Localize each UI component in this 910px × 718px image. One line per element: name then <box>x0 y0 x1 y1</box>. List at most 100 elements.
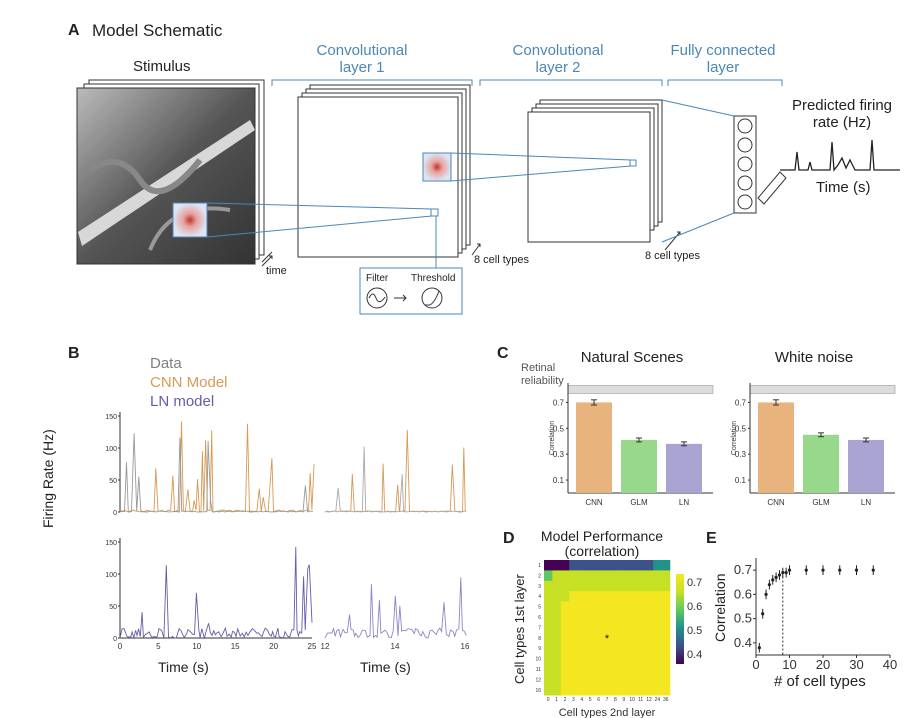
correlation-bar-charts: Natural Scenes 0.7 0.5 0.3 0.1 Correlation CNN… <box>549 349 896 507</box>
row-label: 12 <box>535 677 541 683</box>
colorbar-tick: 0.5 <box>687 625 702 637</box>
heatmap-cell <box>560 560 570 571</box>
heatmap-cell <box>552 612 562 623</box>
x-tick-label: CNN <box>767 498 785 507</box>
heatmap-cell <box>560 653 570 665</box>
heatmap-cell <box>661 612 671 623</box>
x-tick-label: GLM <box>812 498 830 507</box>
cell-types-scatter: 0.7 0.6 0.5 0.40 10 20 30 40 <box>734 558 897 672</box>
row-label: 2 <box>538 573 541 579</box>
heatmap-cell <box>644 580 654 592</box>
heatmap-cell <box>552 643 562 654</box>
heatmap-cell <box>569 591 578 602</box>
heatmap-cell <box>544 643 553 654</box>
heatmap-cell <box>661 643 671 654</box>
heatmap-cell <box>628 632 637 644</box>
heatmap-cell <box>611 612 620 623</box>
heatmap-cell <box>602 684 612 696</box>
heatmap-cell <box>569 560 578 571</box>
model-schematic-diagram <box>76 79 900 315</box>
heatmap-cell <box>552 601 562 613</box>
data-point <box>781 570 785 575</box>
col-label: 24 <box>655 697 661 703</box>
y-tick-label: 50 <box>109 478 117 485</box>
x-tick-label: 30 <box>849 657 863 672</box>
heatmap-cell <box>636 664 646 675</box>
data-point <box>774 575 778 579</box>
bar-chart-title: Natural Scenes <box>581 349 684 366</box>
conv1-receptive-field <box>422 152 452 182</box>
panel-b-letter: B <box>68 345 80 362</box>
x-tick-label: 0 <box>118 642 123 651</box>
heatmap-cell <box>569 601 578 613</box>
heatmap-cell <box>602 622 612 634</box>
heatmap-cell <box>560 632 570 644</box>
panel-d-ylabel: Cell types 1st layer <box>512 574 527 684</box>
row-label: 4 <box>538 594 541 600</box>
bar-cnn <box>758 402 794 493</box>
x-tick-label: 0 <box>752 657 759 672</box>
heatmap-cell <box>552 664 562 675</box>
data-point <box>761 612 765 616</box>
conv2-map <box>527 111 651 243</box>
ln-trace-left <box>119 546 313 640</box>
heatmap-cell <box>653 591 662 602</box>
y-tick-label: 0.5 <box>735 424 747 433</box>
heatmap-cell <box>602 643 612 654</box>
y-tick-label: 100 <box>105 446 117 453</box>
y-tick-label: 0.6 <box>734 586 752 601</box>
row-label: 8 <box>538 636 541 642</box>
heatmap-cell <box>619 664 629 675</box>
y-tick-label: 0 <box>113 636 117 643</box>
data-point <box>838 568 842 572</box>
cell-types-label-2: 8 cell types <box>645 250 701 262</box>
col-label: 11 <box>638 697 643 703</box>
data-point <box>854 568 859 572</box>
heatmap-cell <box>586 632 595 644</box>
heatmap-cell <box>619 591 629 602</box>
heatmap-cell <box>602 580 612 592</box>
heatmap-cell <box>644 643 654 654</box>
best-marker: * <box>605 633 610 645</box>
stimulus-label: Stimulus <box>133 58 191 75</box>
heatmap-cell <box>636 684 646 696</box>
heatmap-cell <box>560 684 570 696</box>
heatmap-cell <box>636 653 646 665</box>
heatmap-cell <box>644 674 654 686</box>
heatmap-cell <box>661 601 671 613</box>
bar-cnn <box>576 402 612 493</box>
data-point <box>771 578 775 582</box>
heatmap-cell <box>577 674 587 686</box>
heatmap-cell <box>544 570 553 582</box>
col-label: 5 <box>589 697 592 703</box>
heatmap-cell <box>560 591 570 602</box>
heatmap-cell <box>586 622 595 634</box>
heatmap-cell <box>544 653 553 665</box>
y-tick-label: 150 <box>105 414 117 421</box>
heatmap-cell <box>653 632 662 644</box>
fc-label: Fully connected layer <box>670 42 776 76</box>
row-label: 1 <box>538 563 541 569</box>
heatmap-cell <box>611 684 620 696</box>
cell-types-label-1: 8 cell types <box>474 254 530 266</box>
heatmap-cell <box>602 612 612 623</box>
heatmap-cell <box>544 622 553 634</box>
heatmap-cell <box>628 580 637 592</box>
conv2-bracket <box>479 79 663 86</box>
heatmap-cell <box>602 664 612 675</box>
heatmap-cell <box>661 653 671 665</box>
heatmap-cell <box>644 684 654 696</box>
cnn-trace-left <box>119 421 315 513</box>
time-s-label: Time (s) <box>816 179 871 196</box>
heatmap-cell <box>661 591 671 602</box>
y-tick-label: 0.7 <box>553 398 565 407</box>
heatmap-cell <box>611 570 620 582</box>
heatmap-cell <box>552 560 562 571</box>
heatmap-cell <box>594 622 604 634</box>
heatmap-cell <box>569 643 578 654</box>
panel-a-title: Model Schematic <box>92 21 223 40</box>
heatmap-cell <box>586 570 595 582</box>
col-label: 2 <box>564 697 567 703</box>
heatmap-cell <box>544 560 553 571</box>
heatmap-cell <box>611 632 620 644</box>
